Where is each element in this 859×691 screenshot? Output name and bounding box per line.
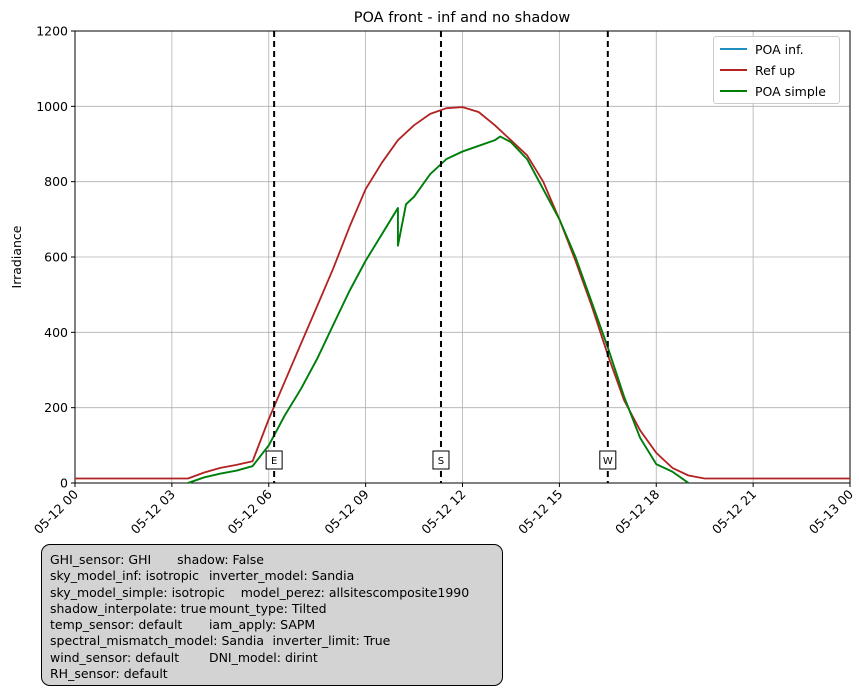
x-tick-label: 05-12 03: [128, 487, 178, 537]
y-tick-label: 600: [44, 250, 68, 265]
marker-label-box: [265, 450, 283, 470]
y-tick-label: 400: [44, 325, 68, 340]
settings-info-box: GHI_sensor: GHI shadow: False sky_model_…: [41, 544, 503, 686]
info-line: shadow_interpolate: true mount_type: Til…: [50, 600, 327, 616]
y-tick-label: 0: [60, 476, 68, 491]
marker-label-box: [599, 450, 617, 470]
x-tick-label: 05-12 06: [225, 486, 275, 536]
legend-item-poa-inf: POA inf.: [720, 40, 804, 58]
x-tick-label: 05-13 00: [806, 486, 856, 536]
x-tick-label: 05-12 12: [418, 487, 468, 537]
legend-label-poa-simple: POA simple: [755, 83, 826, 99]
legend: POA inf. Ref up POA simple: [713, 36, 840, 104]
x-tick-label: 05-12 00: [31, 486, 81, 536]
info-line: RH_sensor: default: [50, 666, 168, 682]
marker-label-box: [432, 450, 450, 470]
info-line: GHI_sensor: GHI shadow: False: [50, 552, 264, 567]
info-line: sky_model_inf: isotropic inverter_model:…: [50, 568, 355, 584]
info-line: wind_sensor: default DNI_model: dirint: [50, 649, 318, 665]
legend-swatch-ref-up: [720, 69, 747, 71]
y-tick-label: 1000: [36, 99, 68, 114]
x-tick-label: 05-12 15: [515, 487, 565, 537]
legend-label-ref-up: Ref up: [755, 62, 796, 78]
legend-label-poa-inf: POA inf.: [755, 41, 804, 57]
marker-label: W: [603, 456, 613, 467]
x-tick-label: 05-12 18: [612, 486, 662, 536]
info-line: spectral_mismatch_model: Sandia inverter…: [50, 633, 391, 649]
info-line: sky_model_simple: isotropic model_perez:…: [50, 584, 470, 600]
y-tick-label: 200: [44, 400, 68, 415]
chart-title: POA front - inf and no shadow: [354, 10, 571, 26]
x-tick-label: 05-12 09: [321, 486, 371, 536]
marker-label: S: [438, 456, 444, 467]
legend-item-poa-simple: POA simple: [720, 82, 826, 100]
series-group: [75, 106, 850, 484]
legend-swatch-poa-inf: [720, 48, 747, 50]
series-line-poa-simple: [187, 135, 690, 484]
y-tick-label: 1200: [36, 24, 68, 39]
series-line-poa-inf: [187, 135, 690, 484]
legend-item-ref-up: Ref up: [720, 61, 795, 79]
x-tick-label: 05-12 21: [709, 487, 759, 537]
y-tick-label: 800: [44, 174, 68, 189]
y-axis-label: Irradiance: [9, 225, 24, 288]
info-line: temp_sensor: default iam_apply: SAPM: [50, 617, 316, 633]
marker-label: E: [271, 456, 277, 467]
legend-swatch-poa-simple: [720, 90, 747, 92]
